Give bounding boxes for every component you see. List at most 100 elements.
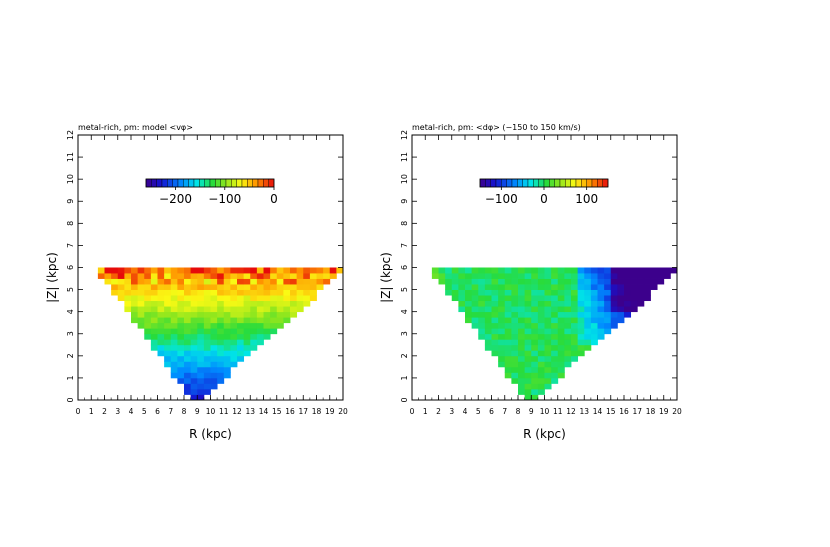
heatmap-cell bbox=[256, 339, 264, 346]
heatmap-cell bbox=[210, 344, 218, 351]
heatmap-cell bbox=[564, 317, 572, 324]
heatmap-cell bbox=[531, 284, 539, 290]
heatmap-cell bbox=[137, 284, 145, 290]
heatmap-cell bbox=[177, 273, 185, 279]
heatmap-cell bbox=[544, 273, 552, 279]
heatmap-cell bbox=[571, 278, 579, 285]
heatmap-cell bbox=[256, 300, 264, 307]
heatmap-cell bbox=[177, 350, 185, 357]
heatmap-cell bbox=[524, 267, 532, 274]
heatmap-cell bbox=[170, 278, 178, 285]
heatmap-cell bbox=[557, 372, 565, 379]
panel-model-vphi: 0 1 2 3 4 5 6 7 8 9 10 11 12 13 14 15 16 17 18 19 2001234567… bbox=[45, 123, 348, 441]
heatmap-cell bbox=[197, 377, 205, 384]
heatmap-cell bbox=[230, 350, 238, 357]
heatmap-cell bbox=[157, 273, 165, 279]
heatmap-cell bbox=[564, 344, 572, 351]
heatmap-cell bbox=[137, 317, 145, 324]
heatmap-cell bbox=[571, 317, 579, 324]
heatmap-cell bbox=[624, 289, 632, 296]
heatmap-cell bbox=[610, 295, 618, 302]
heatmap-cell bbox=[157, 339, 165, 346]
heatmap-cell bbox=[584, 273, 592, 279]
heatmap-cell bbox=[571, 300, 579, 307]
heatmap-cell bbox=[610, 273, 618, 279]
heatmap-cell bbox=[164, 355, 172, 362]
x-tick-label: 3 bbox=[449, 407, 454, 416]
heatmap-cell bbox=[137, 300, 145, 307]
heatmap-cell bbox=[177, 322, 185, 329]
heatmap-cell bbox=[276, 306, 284, 313]
heatmap-cell bbox=[557, 333, 565, 340]
heatmap-cell bbox=[217, 344, 225, 351]
heatmap-cell bbox=[296, 267, 304, 274]
heatmap-cell bbox=[203, 388, 211, 395]
heatmap-cell bbox=[478, 273, 486, 279]
heatmap-cell bbox=[170, 372, 178, 379]
heatmap-cell bbox=[590, 278, 598, 285]
heatmap-cell bbox=[197, 306, 205, 313]
heatmap-cell bbox=[504, 355, 512, 362]
heatmap-cell bbox=[223, 344, 231, 351]
heatmap-cell bbox=[157, 278, 165, 285]
heatmap-cell bbox=[531, 317, 539, 324]
heatmap-cell bbox=[571, 295, 579, 302]
colorbar-segment bbox=[554, 178, 561, 188]
heatmap-cell bbox=[190, 278, 198, 285]
heatmap-cell bbox=[296, 278, 304, 285]
heatmap-cell bbox=[144, 328, 152, 335]
heatmap-cell bbox=[657, 273, 665, 279]
x-tick-label: 13 bbox=[579, 407, 589, 416]
heatmap-cell bbox=[117, 267, 125, 274]
heatmap-cell bbox=[270, 311, 278, 318]
heatmap-cell bbox=[184, 267, 192, 274]
heatmap-cell bbox=[131, 284, 139, 290]
heatmap-cell bbox=[203, 311, 211, 318]
heatmap-cell bbox=[290, 311, 298, 318]
heatmap-cell bbox=[150, 306, 158, 313]
heatmap-cell bbox=[309, 289, 317, 296]
heatmap-cell bbox=[504, 361, 512, 368]
heatmap-cell bbox=[584, 333, 592, 340]
heatmap-cell bbox=[290, 300, 298, 307]
heatmap-cell bbox=[184, 344, 192, 351]
heatmap-cell bbox=[577, 344, 585, 351]
heatmap-cell bbox=[223, 267, 231, 274]
heatmap-cell bbox=[504, 372, 512, 379]
heatmap-cell bbox=[124, 278, 132, 285]
heatmap-cell bbox=[518, 306, 526, 313]
colorbar-segment bbox=[172, 178, 179, 188]
heatmap-cell bbox=[544, 322, 552, 329]
heatmap-cell bbox=[537, 350, 545, 357]
heatmap-cell bbox=[170, 322, 178, 329]
heatmap-cell bbox=[210, 322, 218, 329]
heatmap-cell bbox=[164, 267, 172, 274]
heatmap-cell bbox=[263, 311, 271, 318]
heatmap-cell bbox=[230, 361, 238, 368]
heatmap-cell bbox=[217, 284, 225, 290]
heatmap-cell bbox=[243, 322, 251, 329]
heatmap-cell bbox=[630, 284, 638, 290]
heatmap-cell bbox=[617, 311, 625, 318]
heatmap-cell bbox=[491, 306, 499, 313]
heatmap-cell bbox=[263, 284, 271, 290]
heatmap-cell bbox=[604, 300, 612, 307]
heatmap-cell bbox=[290, 284, 298, 290]
heatmap-cell bbox=[150, 328, 158, 335]
heatmap-cell bbox=[117, 289, 125, 296]
heatmap-cell bbox=[498, 295, 506, 302]
heatmap-cell bbox=[217, 328, 225, 335]
heatmap-cell bbox=[150, 289, 158, 296]
x-tick-label: 20 bbox=[338, 407, 348, 416]
heatmap-cell bbox=[137, 311, 145, 318]
heatmap-cell bbox=[504, 311, 512, 318]
colorbar-segment bbox=[161, 178, 168, 188]
heatmap-cell bbox=[604, 317, 612, 324]
heatmap-cell bbox=[177, 311, 185, 318]
heatmap-cell bbox=[551, 267, 559, 274]
heatmap-cell bbox=[471, 295, 479, 302]
heatmap-cell bbox=[309, 284, 317, 290]
heatmap-cell bbox=[309, 278, 317, 285]
heatmap-cell bbox=[531, 300, 539, 307]
